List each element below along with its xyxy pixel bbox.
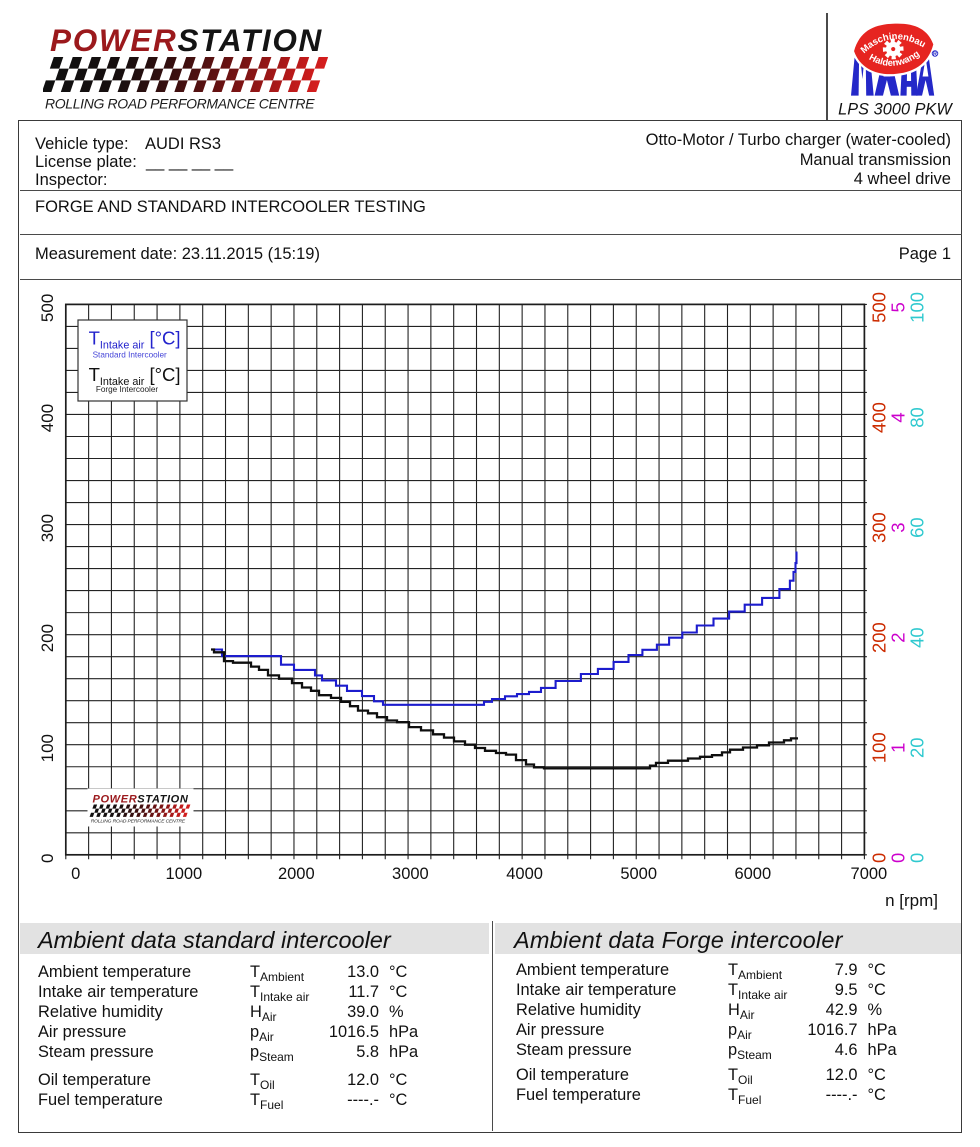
svg-text:500: 500 — [869, 292, 890, 323]
svg-text:2000: 2000 — [278, 865, 315, 883]
svg-text:2: 2 — [888, 632, 909, 642]
svg-text:60: 60 — [907, 517, 928, 538]
svg-text:400: 400 — [869, 402, 890, 433]
svg-text:POWERSTATION: POWERSTATION — [50, 22, 323, 58]
svg-text:ROLLING ROAD PERFORMANCE CENTR: ROLLING ROAD PERFORMANCE CENTRE — [45, 95, 315, 111]
svg-text:3000: 3000 — [392, 865, 429, 883]
svg-text:400: 400 — [38, 404, 57, 432]
svg-text:1: 1 — [888, 743, 909, 753]
svg-text:Standard Intercooler: Standard Intercooler — [93, 351, 167, 360]
svg-text:POWERSTATION: POWERSTATION — [92, 793, 188, 805]
svg-text:ROLLING ROAD PERFORMANCE CENTR: ROLLING ROAD PERFORMANCE CENTRE — [91, 819, 186, 825]
svg-text:20: 20 — [907, 737, 928, 758]
svg-text:80: 80 — [907, 407, 928, 428]
svg-text:500: 500 — [38, 294, 57, 322]
svg-text:100: 100 — [38, 734, 57, 762]
svg-text:100: 100 — [907, 292, 928, 323]
svg-text:40: 40 — [907, 627, 928, 648]
svg-text:1000: 1000 — [166, 865, 203, 883]
svg-text:0: 0 — [907, 853, 928, 863]
svg-text:3: 3 — [888, 522, 909, 532]
svg-text:7000: 7000 — [851, 865, 888, 883]
svg-text:0: 0 — [71, 865, 80, 883]
svg-text:4000: 4000 — [506, 865, 543, 883]
svg-text:4: 4 — [888, 412, 909, 422]
svg-text:100: 100 — [869, 732, 890, 763]
svg-text:0: 0 — [869, 853, 890, 863]
svg-text:200: 200 — [38, 624, 57, 652]
svg-text:5000: 5000 — [620, 865, 657, 883]
svg-text:200: 200 — [869, 622, 890, 653]
svg-text:5: 5 — [888, 302, 909, 312]
svg-text:0: 0 — [888, 853, 909, 863]
svg-text:n [rpm]: n [rpm] — [885, 891, 938, 910]
svg-text:300: 300 — [38, 514, 57, 542]
svg-text:R: R — [933, 52, 937, 58]
svg-text:Forge Intercooler: Forge Intercooler — [96, 385, 159, 394]
svg-text:300: 300 — [869, 512, 890, 543]
svg-text:0: 0 — [38, 854, 57, 863]
svg-text:6000: 6000 — [734, 865, 771, 883]
svg-text:LPS 3000 PKW: LPS 3000 PKW — [838, 101, 953, 119]
